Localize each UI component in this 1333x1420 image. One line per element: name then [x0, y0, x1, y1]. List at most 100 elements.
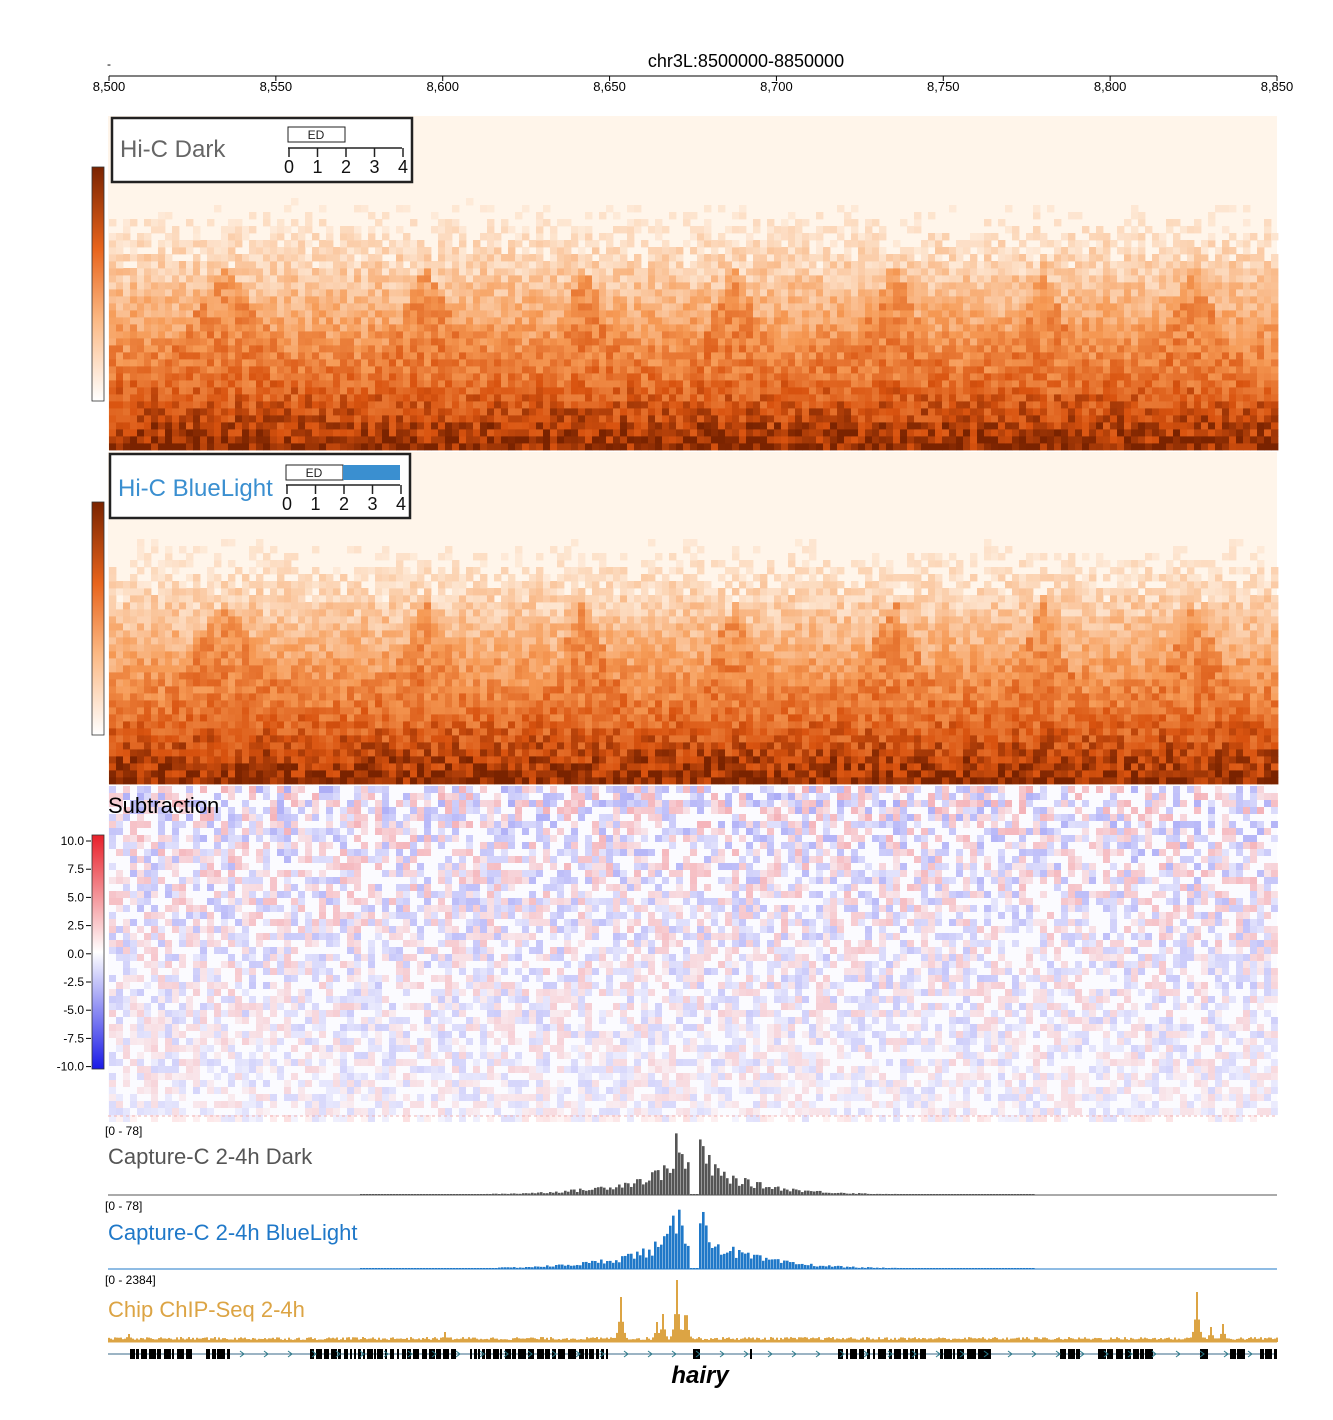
hic-dark-cell: [886, 429, 894, 437]
hic-dark-cell: [368, 380, 376, 388]
hic-dark-cell: [333, 415, 341, 423]
hic-dark-cell: [368, 275, 376, 283]
hic-dark-cell: [669, 429, 677, 437]
hic-dark-cell: [144, 359, 152, 367]
hic-dark-cell: [1012, 415, 1020, 423]
hic-dark-cell: [459, 310, 467, 318]
hic-dark-cell: [1152, 429, 1160, 437]
hic-dark-cell: [200, 352, 208, 360]
hic-dark-cell: [1103, 303, 1111, 311]
hic-dark-cell: [340, 317, 348, 325]
hic-dark-cell: [249, 303, 257, 311]
hic-dark-cell: [914, 324, 922, 332]
hic-dark-cell: [1082, 324, 1090, 332]
hic-dark-cell: [1033, 408, 1041, 416]
hic-dark-cell: [998, 268, 1006, 276]
hic-dark-cell: [998, 331, 1006, 339]
hic-dark-cell: [312, 233, 320, 241]
hic-dark-cell: [921, 415, 929, 423]
hic-dark-cell: [837, 324, 845, 332]
hic-dark-cell: [396, 289, 404, 297]
hic-dark-cell: [473, 415, 481, 423]
hic-dark-cell: [1229, 366, 1237, 374]
hic-dark-cell: [795, 408, 803, 416]
hic-dark-cell: [543, 415, 551, 423]
hic-dark-cell: [921, 359, 929, 367]
hic-dark-cell: [431, 317, 439, 325]
hic-dark-cell: [361, 303, 369, 311]
hic-dark-cell: [711, 345, 719, 353]
hic-dark-cell: [1075, 380, 1083, 388]
hic-dark-cell: [634, 359, 642, 367]
hic-dark-cell: [718, 282, 726, 290]
hic-dark-cell: [690, 303, 698, 311]
hic-dark-cell: [431, 366, 439, 374]
hic-dark-cell: [1145, 422, 1153, 430]
hic-dark-cell: [445, 373, 453, 381]
hic-dark-cell: [417, 373, 425, 381]
hic-dark-cell: [375, 373, 383, 381]
hic-dark-cell: [851, 275, 859, 283]
hic-dark-cell: [1152, 436, 1160, 444]
hic-dark-cell: [620, 296, 628, 304]
hic-dark-cell: [774, 289, 782, 297]
hic-dark-cell: [872, 282, 880, 290]
hic-dark-cell: [1271, 380, 1279, 388]
hic-dark-cell: [515, 422, 523, 430]
hic-dark-cell: [109, 373, 117, 381]
hic-dark-cell: [683, 443, 691, 451]
hic-dark-cell: [1096, 247, 1104, 255]
hic-dark-cell: [109, 408, 117, 416]
hic-dark-cell: [1047, 338, 1055, 346]
hic-dark-cell: [746, 282, 754, 290]
hic-dark-cell: [284, 254, 292, 262]
hic-dark-cell: [522, 261, 530, 269]
hic-dark-cell: [1229, 436, 1237, 444]
hic-dark-cell: [1082, 331, 1090, 339]
hic-dark-cell: [872, 324, 880, 332]
hic-dark-cell: [487, 429, 495, 437]
hic-dark-cell: [1005, 436, 1013, 444]
hic-dark-cell: [823, 394, 831, 402]
hic-dark-cell: [200, 296, 208, 304]
hic-dark-cell: [767, 317, 775, 325]
hic-dark-cell: [130, 436, 138, 444]
hic-dark-cell: [375, 317, 383, 325]
hic-dark-cell: [179, 436, 187, 444]
hic-dark-cell: [851, 394, 859, 402]
hic-dark-cell: [375, 289, 383, 297]
hic-dark-cell: [844, 387, 852, 395]
hic-dark-cell: [816, 359, 824, 367]
hic-dark-cell: [473, 338, 481, 346]
hic-dark-cell: [1208, 429, 1216, 437]
hic-dark-cell: [928, 268, 936, 276]
hic-dark-cell: [837, 408, 845, 416]
hic-dark-cell: [816, 233, 824, 241]
hic-dark-cell: [1033, 275, 1041, 283]
hic-dark-cell: [1222, 408, 1230, 416]
hic-dark-cell: [795, 317, 803, 325]
hic-dark-cell: [214, 289, 222, 297]
hic-dark-cell: [746, 303, 754, 311]
hic-dark-cell: [620, 345, 628, 353]
hic-dark-cell: [396, 345, 404, 353]
hic-dark-cell: [977, 408, 985, 416]
hic-dark-cell: [1040, 261, 1048, 269]
hic-dark-cell: [1103, 394, 1111, 402]
hic-dark-cell: [767, 303, 775, 311]
hic-dark-cell: [515, 380, 523, 388]
hic-dark-cell: [347, 331, 355, 339]
hic-dark-cell: [956, 254, 964, 262]
hic-dark-cell: [991, 247, 999, 255]
hic-dark-cell: [263, 254, 271, 262]
hic-dark-cell: [1159, 380, 1167, 388]
hic-dark-cell: [249, 429, 257, 437]
hic-dark-cell: [949, 380, 957, 388]
hic-dark-cell: [571, 254, 579, 262]
hic-dark-cell: [1124, 338, 1132, 346]
hic-dark-cell: [550, 394, 558, 402]
hic-dark-cell: [291, 408, 299, 416]
hic-dark-cell: [893, 296, 901, 304]
hic-dark-cell: [956, 443, 964, 451]
hic-dark-cell: [445, 359, 453, 367]
